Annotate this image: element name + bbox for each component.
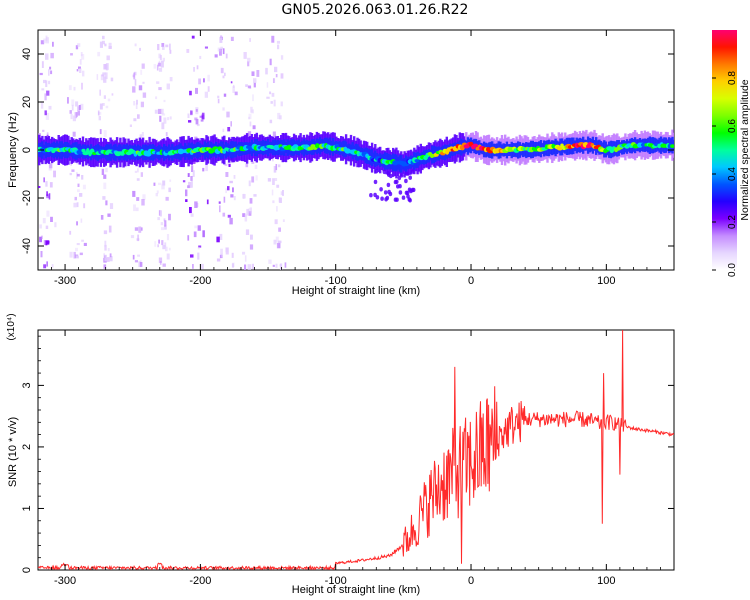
colorbar-tick-label: 0.2: [727, 215, 738, 229]
spectrogram-y-tick-label: 40: [21, 48, 33, 60]
snr-y-tick-label: 1: [21, 505, 33, 511]
snr-y-tick-label: 0: [21, 567, 33, 573]
spectrogram-x-tick-label: -100: [325, 275, 347, 287]
snr-y-scale-label: (x10⁴): [6, 313, 17, 340]
colorbar-tick-label: 0.4: [727, 167, 738, 181]
snr-y-axis-label: SNR (10 * v/v): [7, 417, 19, 487]
snr-y-tick-label: 3: [21, 382, 33, 388]
snr-panel: -300 -200 -100 0 100 0 1 2 3 Height of straight …: [6, 313, 675, 596]
colorbar-gradient: [712, 30, 737, 270]
snr-y-tick-label: 2: [21, 444, 33, 450]
spectrogram-x-tick-label: -200: [189, 275, 211, 287]
spectrogram-x-tick-label: 100: [597, 275, 615, 287]
snr-x-tick-label: 0: [468, 575, 474, 587]
spectrogram-y-tick-label: 0: [21, 147, 33, 153]
snr-x-tick-label: -100: [325, 575, 347, 587]
colorbar-tick-label: 0.6: [727, 119, 738, 133]
spectrogram-y-tick-label: -20: [21, 190, 33, 206]
colorbar: 0.0 0.2 0.4 0.6 0.8 Normalized spectral ampl…: [712, 30, 750, 277]
spectrogram-y-tick-label: 20: [21, 96, 33, 108]
colorbar-tick-label: 0.8: [727, 71, 738, 85]
snr-x-tick-label: 100: [597, 575, 615, 587]
spectrogram-x-tick-label: -300: [54, 275, 76, 287]
colorbar-label: Normalized spectral amplitude: [739, 79, 750, 220]
snr-series-line: [38, 330, 674, 570]
chart-title: GN05.2026.063.01.26.R22: [281, 2, 469, 18]
spectrogram-y-tick-label: -40: [21, 238, 33, 254]
spectrogram-ridge: [38, 129, 674, 203]
colorbar-tick-label: 0.0: [727, 263, 738, 277]
snr-x-axis-label: Height of straight line (km): [292, 584, 420, 596]
snr-plot-area: [37, 329, 675, 571]
snr-x-tick-label: -200: [189, 575, 211, 587]
spectrogram-x-axis-label: Height of straight line (km): [292, 285, 420, 297]
snr-x-tick-label: -300: [54, 575, 76, 587]
spectrogram-x-tick-label: 0: [468, 275, 474, 287]
spectrogram-y-axis-label: Frequency (Hz): [7, 112, 19, 188]
